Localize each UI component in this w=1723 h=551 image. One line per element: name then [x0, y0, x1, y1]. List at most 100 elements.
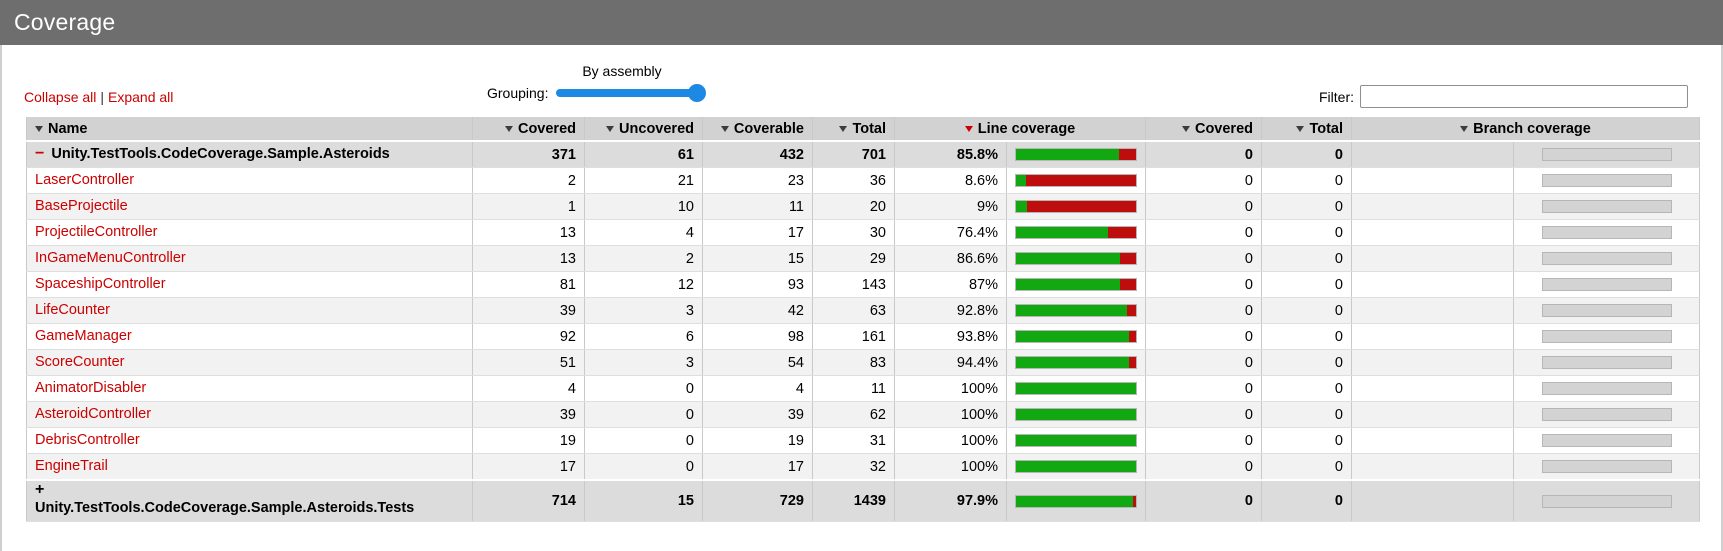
covered-cell: 17 [472, 453, 585, 481]
total-cell: 11 [812, 375, 895, 403]
line-coverage-bar-cell [1006, 349, 1146, 377]
branch-coverage-bar [1541, 278, 1672, 292]
line-coverage-percent-cell: 100% [894, 401, 1007, 429]
class-name-link[interactable]: AnimatorDisabler [35, 380, 147, 397]
branch-covered-cell: 0 [1145, 375, 1262, 403]
class-name-link[interactable]: InGameMenuController [35, 250, 186, 267]
total-cell: 29 [812, 245, 895, 273]
branch-covered-cell: 0 [1145, 219, 1262, 247]
covered-cell: 1 [472, 193, 585, 221]
branch-coverage-bar [1541, 434, 1672, 448]
filter-label: Filter: [1319, 88, 1354, 105]
uncovered-cell: 61 [584, 140, 703, 169]
page-title: Coverage [14, 9, 116, 35]
line-coverage-percent-cell: 97.9% [894, 479, 1007, 523]
branch-covered-cell: 0 [1145, 323, 1262, 351]
line-coverage-bar-cell [1006, 427, 1146, 455]
line-coverage-bar-cell [1006, 479, 1146, 523]
line-coverage-bar-cell [1006, 219, 1146, 247]
coverable-cell: 4 [702, 375, 813, 403]
column-header-covered[interactable]: Covered [472, 117, 585, 142]
expand-assembly-icon[interactable]: + [35, 481, 45, 499]
line-coverage-bar-cell [1006, 375, 1146, 403]
covered-cell: 2 [472, 167, 585, 195]
branch-coverage-bar-cell [1513, 427, 1700, 455]
column-header-branch-coverage[interactable]: Branch coverage [1351, 117, 1700, 142]
class-name-link[interactable]: ScoreCounter [35, 354, 125, 371]
coverable-cell: 98 [702, 323, 813, 351]
line-coverage-bar-cell [1006, 167, 1146, 195]
line-coverage-percent-cell: 94.4% [894, 349, 1007, 377]
class-name-link[interactable]: LaserController [35, 172, 135, 189]
branch-coverage-bar-cell [1513, 245, 1700, 273]
line-coverage-percent-cell: 93.8% [894, 323, 1007, 351]
name-cell: DebrisController [26, 427, 473, 455]
branch-coverage-bar-cell [1513, 375, 1700, 403]
line-coverage-covered-portion [1016, 357, 1130, 369]
branch-covered-cell: 0 [1145, 349, 1262, 377]
class-row: DebrisController 19 0 19 31 100% 0 0 [26, 427, 1700, 455]
collapse-all-link[interactable]: Collapse all [24, 89, 97, 105]
column-header-name[interactable]: Name [26, 117, 473, 142]
total-cell: 83 [812, 349, 895, 377]
grouping-slider-thumb[interactable] [688, 84, 707, 102]
branch-coverage-bar-cell [1513, 271, 1700, 299]
line-coverage-percent-cell: 87% [894, 271, 1007, 299]
assembly-name: Unity.TestTools.CodeCoverage.Sample.Aste… [51, 146, 390, 162]
branch-coverage-bar [1541, 460, 1672, 474]
total-cell: 20 [812, 193, 895, 221]
total-cell: 63 [812, 297, 895, 325]
total-cell: 36 [812, 167, 895, 195]
branch-covered-cell: 0 [1145, 193, 1262, 221]
column-header-uncovered[interactable]: Uncovered [584, 117, 703, 142]
uncovered-cell: 0 [584, 427, 703, 455]
branch-coverage-bar [1541, 408, 1672, 422]
column-header-coverable[interactable]: Coverable [702, 117, 813, 142]
name-cell: LifeCounter [26, 297, 473, 325]
column-header-total[interactable]: Total [812, 117, 895, 142]
class-row: ProjectileController 13 4 17 30 76.4% 0 0 [26, 219, 1700, 247]
line-coverage-bar [1015, 226, 1137, 240]
class-name-link[interactable]: GameManager [35, 328, 132, 345]
column-header-line-coverage[interactable]: Line coverage [894, 117, 1146, 142]
line-coverage-percent-cell: 76.4% [894, 219, 1007, 247]
assembly-row: + Unity.TestTools.CodeCoverage.Sample.Ast… [26, 479, 1700, 523]
name-cell: ProjectileController [26, 219, 473, 247]
line-coverage-percent-cell: 100% [894, 453, 1007, 481]
uncovered-cell: 2 [584, 245, 703, 273]
branch-total-cell: 0 [1261, 271, 1352, 299]
column-header-branch-total[interactable]: Total [1261, 117, 1352, 142]
line-coverage-bar [1015, 460, 1137, 474]
class-name-link[interactable]: SpaceshipController [35, 276, 166, 293]
branch-coverage-bar-cell [1513, 297, 1700, 325]
class-name-link[interactable]: LifeCounter [35, 302, 110, 319]
class-name-link[interactable]: EngineTrail [35, 458, 108, 475]
total-cell: 32 [812, 453, 895, 481]
expand-all-link[interactable]: Expand all [108, 89, 174, 105]
branch-coverage-percent-cell [1351, 401, 1514, 429]
column-header-branch-covered[interactable]: Covered [1145, 117, 1262, 142]
coverable-cell: 17 [702, 453, 813, 481]
class-row: SpaceshipController 81 12 93 143 87% 0 0 [26, 271, 1700, 299]
coverable-cell: 19 [702, 427, 813, 455]
class-name-link[interactable]: AsteroidController [35, 406, 152, 423]
page-header-bar: Coverage [0, 0, 1723, 45]
filter-input[interactable] [1360, 85, 1688, 108]
class-row: AsteroidController 39 0 39 62 100% 0 0 [26, 401, 1700, 429]
class-name-link[interactable]: DebrisController [35, 432, 140, 449]
controls-strip: Collapse all | Expand all By assembly Grou… [2, 45, 1721, 117]
coverage-table: Name Covered Uncovered Coverable Total L… [26, 117, 1700, 523]
name-cell: − Unity.TestTools.CodeCoverage.Sample.Ast… [26, 140, 473, 169]
line-coverage-bar [1015, 148, 1137, 161]
branch-coverage-bar-cell [1513, 219, 1700, 247]
grouping-slider[interactable] [556, 84, 707, 102]
branch-total-cell: 0 [1261, 167, 1352, 195]
coverage-table-body: − Unity.TestTools.CodeCoverage.Sample.Ast… [26, 140, 1700, 523]
line-coverage-percent-cell: 100% [894, 375, 1007, 403]
class-name-link[interactable]: ProjectileController [35, 224, 158, 241]
line-coverage-bar [1015, 252, 1137, 266]
coverable-cell: 432 [702, 140, 813, 169]
collapse-assembly-icon[interactable]: − [35, 145, 45, 162]
class-name-link[interactable]: BaseProjectile [35, 198, 128, 215]
